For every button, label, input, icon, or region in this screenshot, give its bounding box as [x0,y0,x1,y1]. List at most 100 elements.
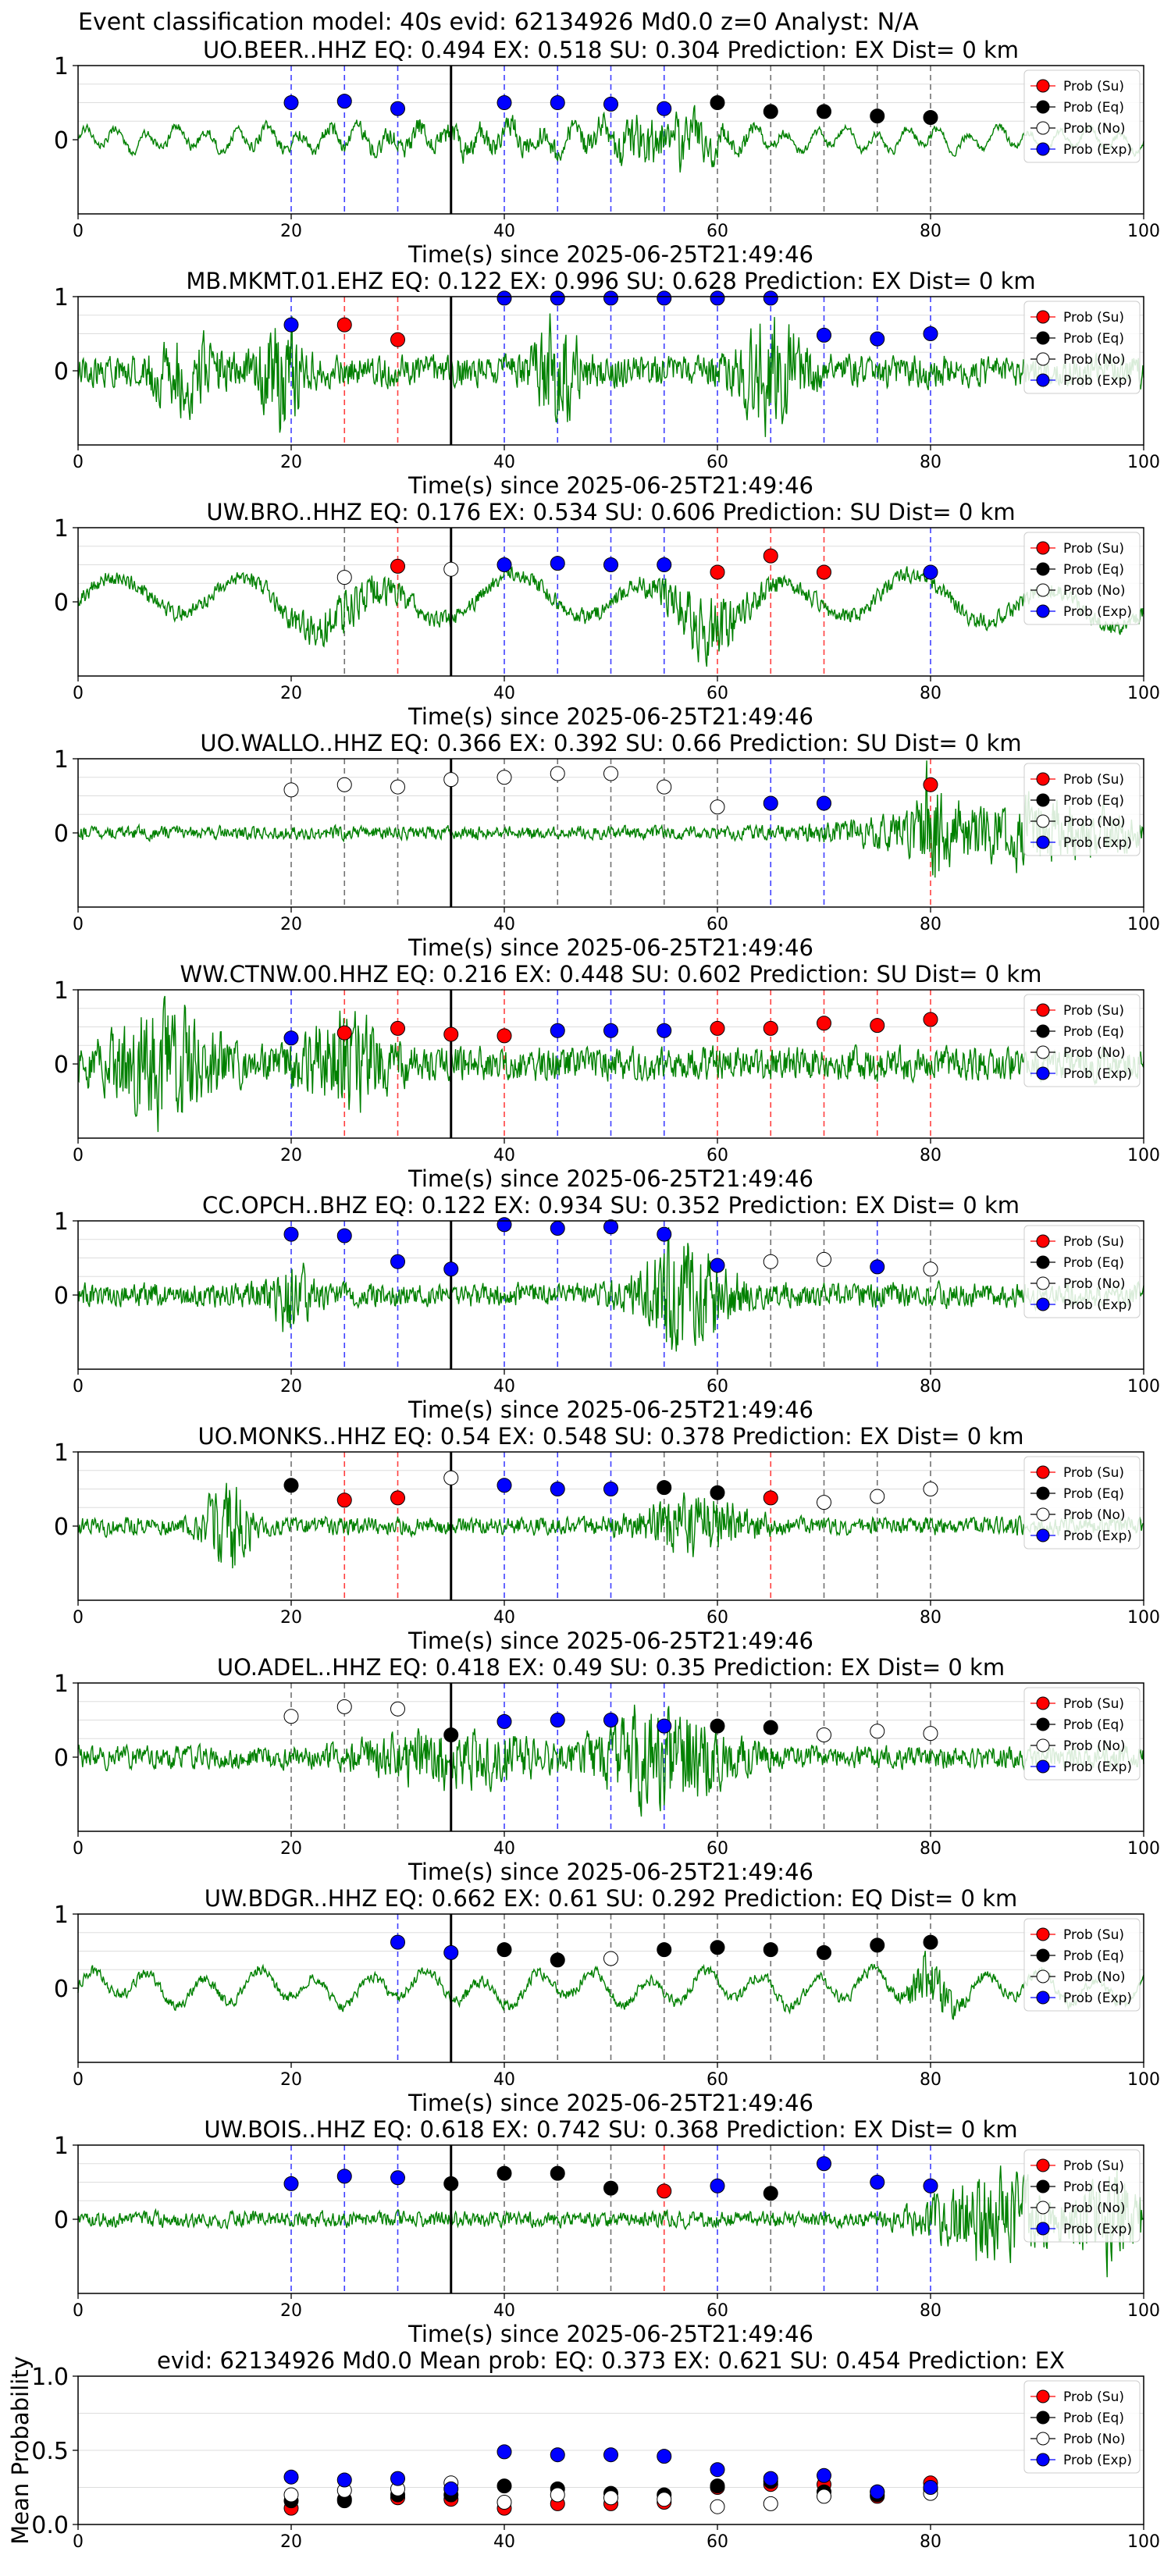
waveform-trace [77,995,1144,1133]
waveform-trace [77,1950,1144,2020]
y-tick-label: 1 [54,2133,69,2160]
y-tick-label: 0 [54,1745,69,1772]
prob-marker-su [336,317,352,333]
legend-marker-exp [1036,604,1050,618]
legend-marker-exp [1036,1759,1050,1774]
prob-marker-no [336,570,352,585]
x-tick-label: 80 [920,2070,941,2090]
legend-label: Prob (No) [1063,1507,1126,1523]
legend-label: Prob (Exp) [1063,1066,1132,1082]
x-tick-label: 60 [707,2301,728,2321]
prob-marker-exp [657,101,672,116]
legend-marker-su [1036,1003,1050,1017]
x-tick-label: 100 [1127,453,1160,472]
x-tick-label: 60 [707,1608,728,1628]
legend-marker-no [1036,1738,1050,1752]
prob-marker-su [710,1020,725,1036]
prob-marker-exp [603,1219,618,1235]
prob-marker-exp [443,1261,459,1277]
waveform-trace [77,105,1144,173]
x-tick-label: 20 [280,684,302,703]
legend-label: Prob (Eq) [1063,100,1124,116]
legend-marker-su [1036,772,1050,786]
x-tick-label: 40 [493,1146,515,1165]
prob-marker-no [657,779,672,795]
prob-marker-exp [550,1482,565,1496]
legend-marker-su [1036,310,1050,324]
prob-marker-exp [283,317,299,333]
prob-marker-exp [870,2175,885,2190]
x-tick-label: 40 [493,2070,515,2090]
y-tick-label: 1 [54,746,69,774]
mean-marker-no [603,2490,618,2506]
mean-marker-exp [657,2449,672,2464]
legend-label: Prob (Exp) [1063,1528,1132,1544]
x-tick-label: 0 [73,2301,84,2321]
prob-marker-exp [283,1030,299,1046]
x-tick-label: 0 [73,915,84,934]
legend-marker-eq [1036,1486,1050,1500]
legend-label: Prob (No) [1063,1045,1126,1061]
x-tick-label: 40 [493,684,515,703]
prob-marker-exp [923,2178,938,2194]
legend-label: Prob (No) [1063,1738,1126,1754]
legend-label: Prob (Exp) [1063,835,1132,851]
x-tick-label: 80 [920,1839,941,1859]
mean-marker-no [550,2487,565,2503]
prob-marker-no [817,1495,831,1510]
panel-title: UO.ADEL..HHZ EQ: 0.418 EX: 0.49 SU: 0.35… [217,1654,1005,1681]
prob-marker-su [390,1020,405,1036]
prob-marker-eq [550,2165,565,2181]
legend-marker-su [1036,1696,1050,1710]
y-tick-label: 1 [54,284,69,311]
legend-label: Prob (Eq) [1063,1486,1124,1502]
legend-label: Prob (Su) [1063,541,1124,557]
x-tick-label: 60 [707,222,728,241]
prob-marker-eq [657,1942,672,1958]
x-axis-label: Time(s) since 2025-06-25T21:49:46 [408,2321,813,2347]
legend-label: Prob (No) [1063,1969,1126,1985]
prob-marker-eq [550,1952,565,1968]
prob-marker-exp [763,290,778,306]
prob-marker-eq [923,110,938,125]
prob-marker-exp [870,331,885,347]
prob-marker-exp [497,1478,512,1493]
x-tick-label: 20 [280,453,302,472]
prob-marker-eq [497,1942,512,1958]
prob-marker-su [710,564,725,580]
prob-marker-exp [497,557,512,572]
prob-marker-exp [657,557,672,572]
x-tick-label: 60 [707,915,728,934]
mean-marker-no [657,2492,672,2507]
prob-marker-no [817,1727,831,1742]
chart-panel-9: UW.BDGR..HHZ EQ: 0.662 EX: 0.61 SU: 0.29… [54,1885,1160,2116]
legend-label: Prob (Exp) [1063,1759,1132,1775]
prob-marker-su [923,777,938,792]
x-axis-label: Time(s) since 2025-06-25T21:49:46 [408,934,813,961]
prob-marker-exp [710,2178,725,2194]
legend-box [1023,1456,1141,1550]
chart-panel-10: UW.BOIS..HHZ EQ: 0.618 EX: 0.742 SU: 0.3… [54,2116,1160,2347]
waveform-trace [77,2165,1144,2278]
legend-marker-no [1036,2201,1050,2215]
legend-label: Prob (Su) [1063,1465,1124,1481]
prob-marker-exp [657,1718,672,1734]
x-tick-label: 0 [73,1608,84,1628]
prob-marker-eq [870,1937,885,1953]
prob-marker-eq [710,1940,725,1955]
panel-title: UW.BOIS..HHZ EQ: 0.618 EX: 0.742 SU: 0.3… [204,2116,1017,2143]
chart-panel-2: MB.MKMT.01.EHZ EQ: 0.122 EX: 0.996 SU: 0… [54,268,1160,499]
mean-marker-exp [497,2444,512,2460]
legend-label: Prob (No) [1063,2432,1126,2447]
legend-marker-exp [1036,1297,1050,1311]
prob-marker-su [497,1028,512,1044]
x-axis-label: Time(s) since 2025-06-25T21:49:46 [408,2090,813,2116]
x-tick-label: 60 [707,1377,728,1397]
legend-marker-eq [1036,562,1050,576]
mean-marker-no [710,2499,725,2514]
y-tick-label: 0 [54,820,69,848]
legend-label: Prob (Exp) [1063,1991,1132,2006]
prob-marker-eq [443,2176,459,2191]
mean-marker-exp [710,2462,725,2478]
legend-marker-eq [1036,793,1050,807]
